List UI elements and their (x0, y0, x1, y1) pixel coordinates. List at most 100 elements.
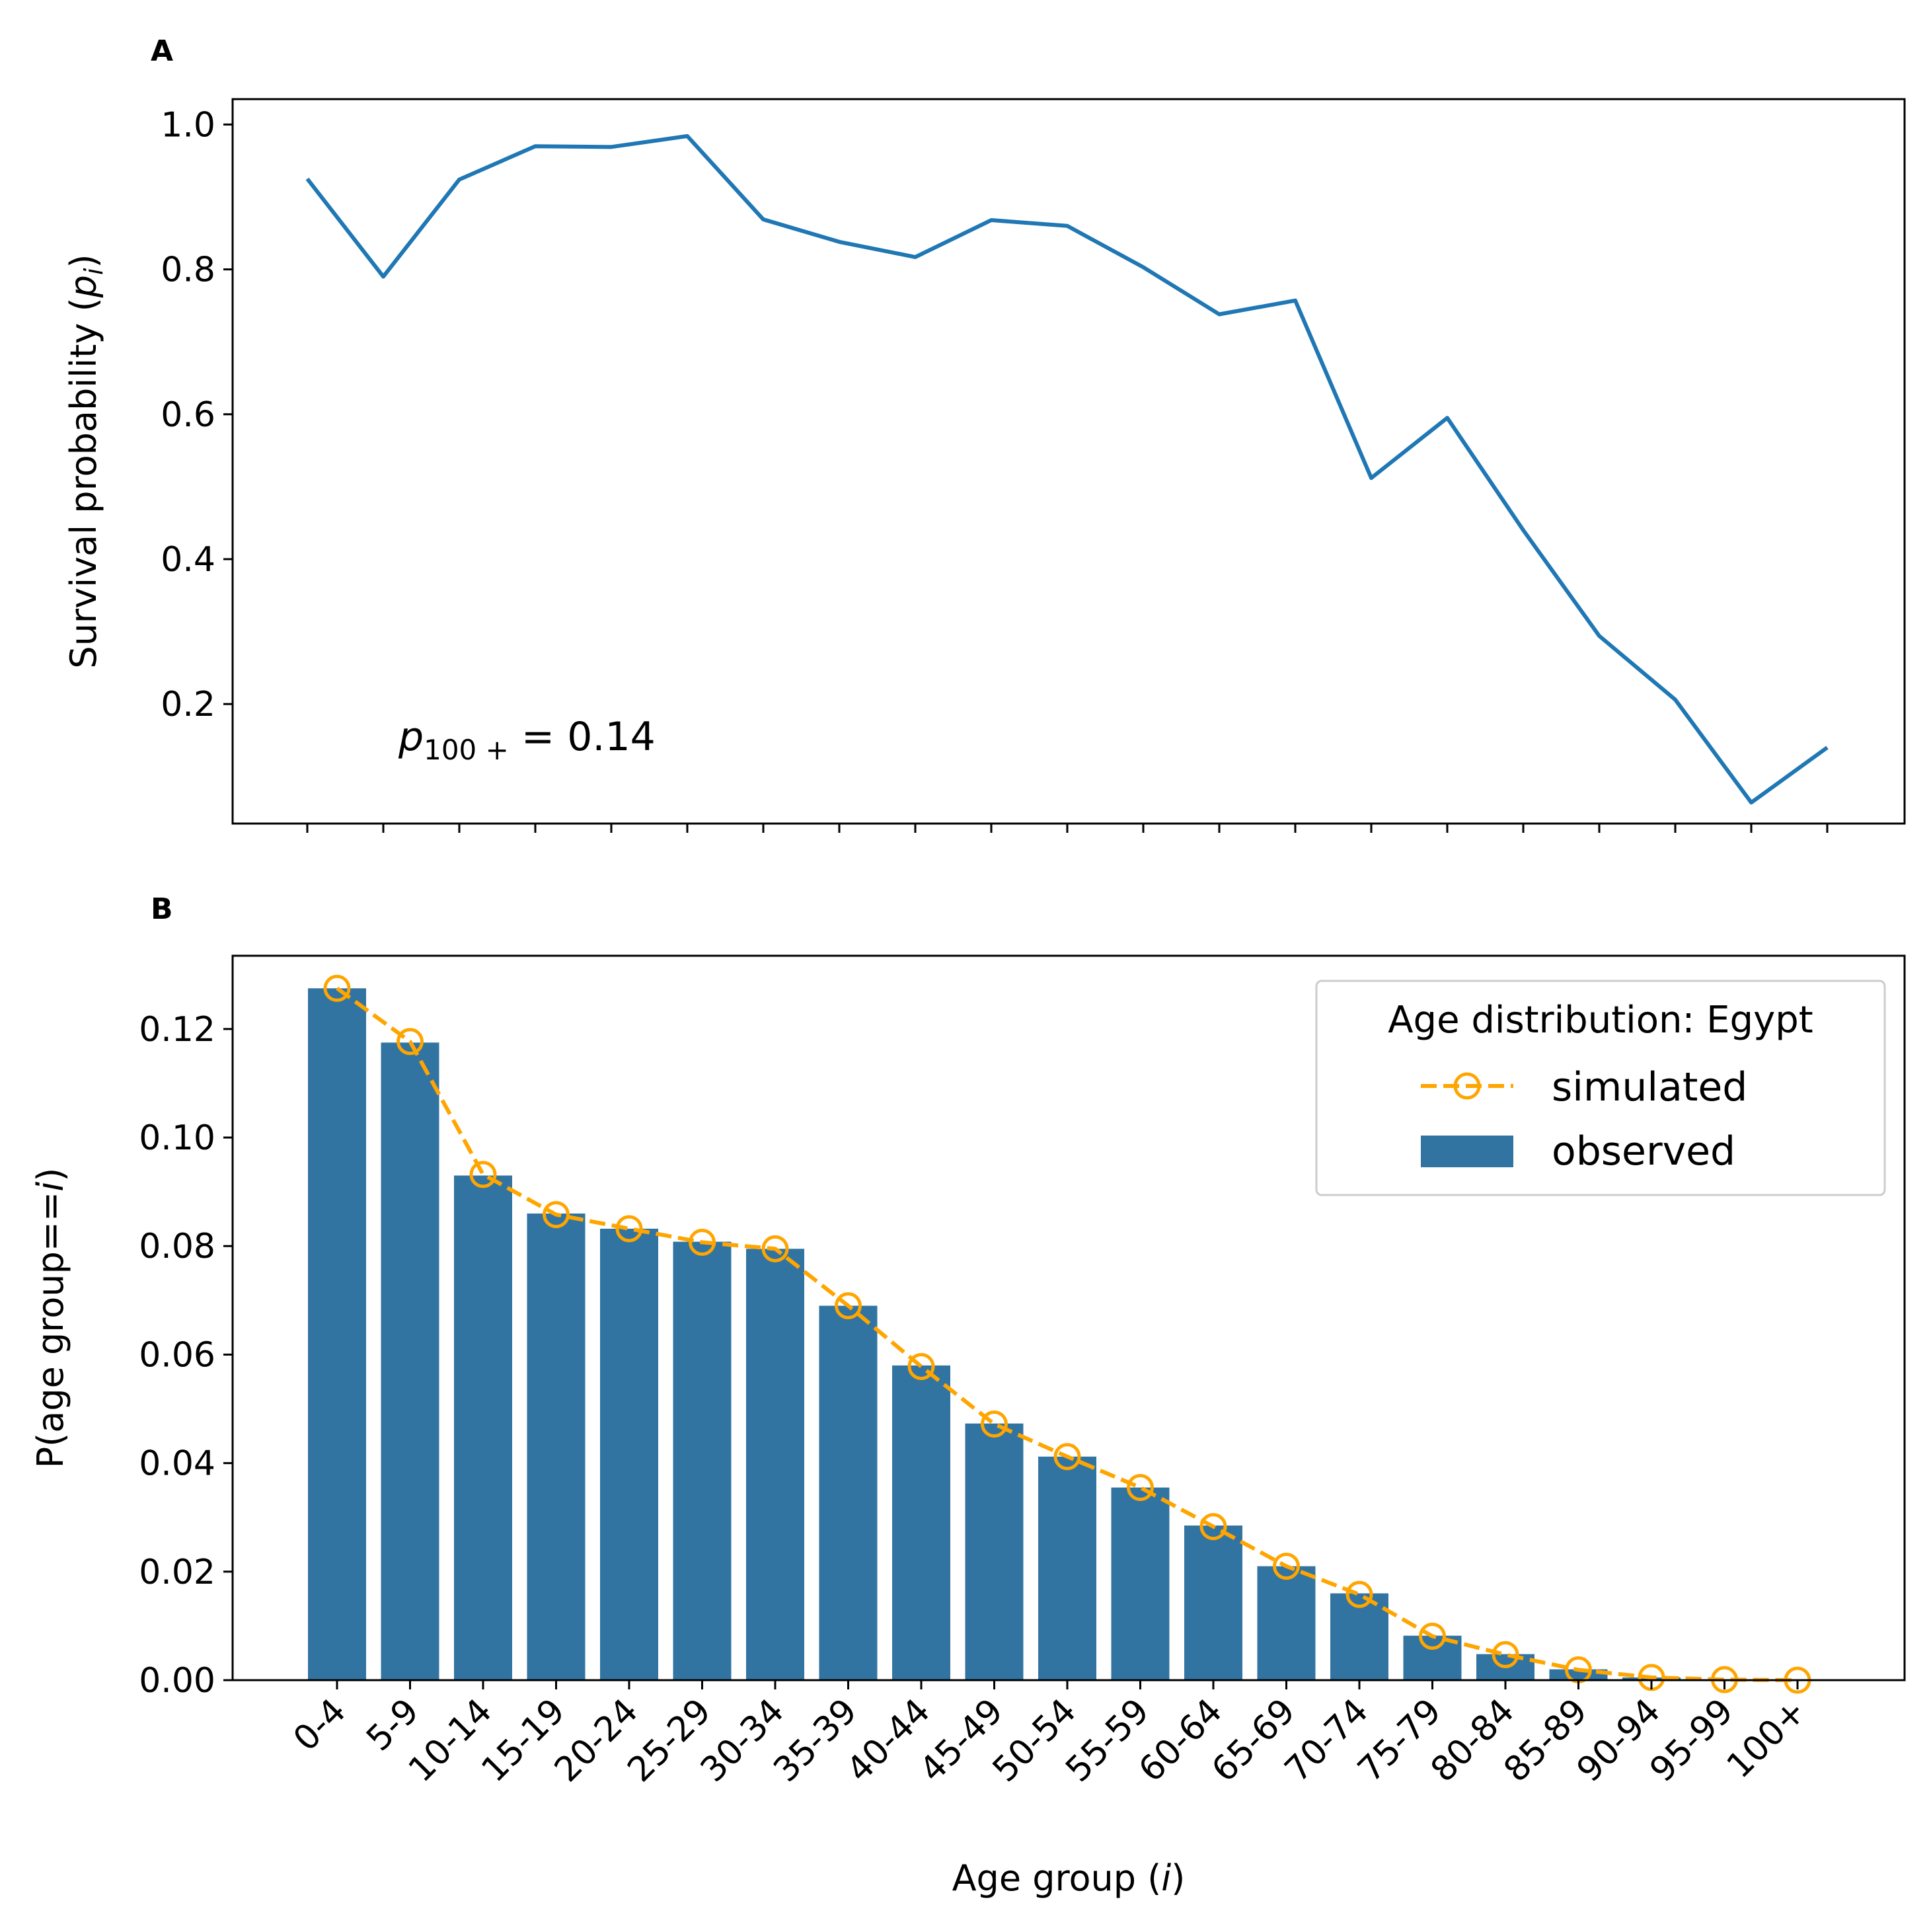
simulated-point (1199, 1513, 1227, 1541)
panel-b-y-axis-label-close: ) (30, 1168, 71, 1182)
simulated-point (981, 1410, 1008, 1438)
legend-simulated-label: simulated (1552, 1064, 1747, 1110)
observed-bar (1038, 1456, 1096, 1680)
observed-bar (673, 1241, 732, 1680)
observed-bar (1549, 1669, 1608, 1680)
panel-a-y-tick-label: 0.6 (161, 395, 215, 435)
observed-bar (746, 1249, 804, 1680)
panel-b-x-tick-label: 45-49 (912, 1691, 1010, 1790)
panel-b-x-axis-label-close: ) (1171, 1857, 1185, 1899)
panel-a-y-axis-label-sub: i (79, 268, 108, 275)
panel-b-x-tick-label: 30-34 (693, 1691, 792, 1790)
panel-b-y-axis-label-var: i (30, 1182, 71, 1192)
simulated-point (761, 1235, 789, 1262)
panel-b-y-tick-label: 0.02 (139, 1553, 215, 1592)
simulated-point (689, 1228, 716, 1256)
panel-b-x-tick-label: 95-99 (1642, 1691, 1741, 1790)
panel-a: A 0.2 0.4 0.6 0.8 1.0 Survival probability (… (63, 34, 1906, 833)
observed-bar (965, 1423, 1024, 1680)
panel-a-y-tick-label: 0.2 (161, 685, 215, 724)
panel-a-y-tick-label: 0.8 (161, 251, 215, 290)
panel-b-y-tick-label: 0.06 (139, 1335, 215, 1375)
simulated-line (336, 986, 1798, 1682)
panel-b-x-tick-label: 100+ (1720, 1691, 1814, 1786)
simulated-point (1345, 1580, 1373, 1608)
panel-b-x-tick-label: 70-74 (1277, 1691, 1376, 1790)
simulated-point (1492, 1641, 1519, 1668)
observed-bars (308, 988, 1754, 1680)
simulated-point (543, 1201, 570, 1229)
simulated-point (323, 974, 351, 1002)
observed-bar (1184, 1526, 1242, 1680)
panel-b-x-tick-label: 85-89 (1496, 1691, 1595, 1790)
observed-bar (1257, 1566, 1316, 1680)
simulated-point (397, 1028, 424, 1056)
simulated-point (1419, 1623, 1446, 1650)
panel-b-x-axis-label: Age group (i) (952, 1857, 1186, 1899)
panel-b-y-tick-label: 0.12 (139, 1010, 215, 1050)
panel-b-x-tick-label: 80-84 (1423, 1691, 1522, 1790)
simulated-point (1053, 1443, 1081, 1471)
legend-observed-label: observed (1552, 1128, 1735, 1175)
panel-b: B 0.00 0.02 0.04 0.06 0.08 0.10 0.12 0-4 5-910-… (30, 892, 1906, 1899)
panel-b-x-tick-label: 55-59 (1058, 1691, 1156, 1790)
legend-simulated-marker (1453, 1072, 1481, 1100)
panel-b-x-tick-label: 90-94 (1570, 1691, 1668, 1790)
panel-b-y-ticks: 0.00 0.02 0.04 0.06 0.08 0.10 0.12 (139, 1010, 233, 1701)
observed-bar (308, 988, 366, 1680)
panel-a-axes-frame (231, 98, 1906, 825)
panel-b-y-tick-label: 0.00 (139, 1661, 215, 1701)
panel-b-x-tick-label: 15-19 (474, 1691, 572, 1790)
p100-annotation-value: = 0.14 (509, 714, 656, 760)
panel-b-x-tick-label: 10-14 (401, 1691, 500, 1790)
panel-b-letter: B (151, 892, 173, 926)
panel-a-letter: A (151, 34, 173, 68)
panel-b-y-axis-label: P(age group==i) (30, 1168, 71, 1469)
panel-b-axes-frame (231, 954, 1906, 1681)
panel-b-y-axis-label-main: P(age group== (30, 1192, 71, 1469)
panel-a-y-axis-label-main: Survival probability ( (63, 297, 104, 668)
panel-a-x-ticks (306, 824, 1829, 833)
observed-bar (892, 1365, 950, 1680)
simulated-markers (323, 974, 1811, 1694)
survival-probability-line (305, 134, 1829, 805)
simulated-point (907, 1352, 935, 1380)
observed-bar (1111, 1487, 1170, 1680)
panel-b-x-axis-label-var: i (1161, 1857, 1171, 1899)
panel-b-y-tick-label: 0.08 (139, 1227, 215, 1266)
simulated-point (469, 1161, 497, 1188)
panel-b-x-tick-label: 25-29 (620, 1691, 718, 1790)
panel-a-y-tick-label: 0.4 (161, 540, 215, 580)
panel-b-x-tick-label: 0-4 (286, 1691, 354, 1759)
panel-b-y-tick-label: 0.04 (139, 1444, 215, 1484)
panel-a-y-axis-label-close: ) (63, 254, 104, 268)
observed-bar (819, 1305, 878, 1680)
panel-b-x-tick-label: 75-79 (1350, 1691, 1449, 1790)
panel-b-y-tick-label: 0.10 (139, 1118, 215, 1158)
panel-b-x-tick-label: 60-64 (1131, 1691, 1230, 1790)
panel-b-x-tick-label: 65-69 (1204, 1691, 1303, 1790)
panel-a-y-axis-label: Survival probability (pi) (63, 254, 108, 668)
simulated-point (835, 1292, 862, 1320)
panel-b-x-tick-label: 35-39 (766, 1691, 864, 1790)
p100-annotation-var: p (398, 714, 424, 760)
panel-b-x-axis-label-main: Age group ( (952, 1857, 1162, 1899)
panel-b-x-tick-label: 40-44 (839, 1691, 938, 1790)
legend: Age distribution: Egypt simulated observ… (1315, 980, 1886, 1196)
simulated-point (615, 1215, 643, 1243)
simulated-point (1127, 1474, 1154, 1502)
panel-a-y-ticks: 0.2 0.4 0.6 0.8 1.0 (161, 105, 233, 724)
panel-a-y-axis-label-var: p (63, 275, 104, 298)
panel-b-x-ticks: 0-4 5-910-1415-1920-2425-2930-3435-3940-4… (286, 1680, 1814, 1790)
legend-title: Age distribution: Egypt (1388, 999, 1813, 1042)
observed-bar (527, 1213, 586, 1680)
simulated-point (1273, 1553, 1300, 1580)
panel-b-x-tick-label: 20-24 (547, 1691, 646, 1790)
p100-annotation: p100 + = 0.14 (398, 714, 656, 766)
panel-b-x-tick-label: 50-54 (985, 1691, 1084, 1790)
panel-a-y-tick-label: 1.0 (161, 105, 215, 145)
observed-bar (600, 1228, 658, 1680)
p100-annotation-sub: 100 + (424, 734, 509, 766)
observed-bar (381, 1042, 439, 1680)
